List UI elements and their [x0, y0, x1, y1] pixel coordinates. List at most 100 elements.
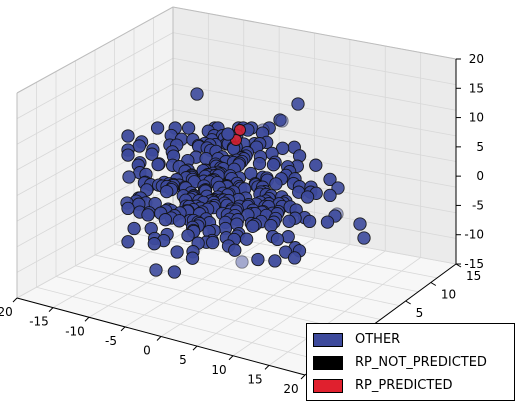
side-grid-line: [172, 83, 457, 137]
x-tick-label: 15: [247, 372, 262, 386]
y-tick: [405, 300, 411, 305]
data-point-other: [190, 87, 204, 101]
back-grid-line: [16, 83, 174, 171]
x-tick: [48, 307, 54, 312]
x-tick: [228, 355, 234, 361]
x-tick: [300, 374, 306, 380]
data-point-other: [300, 190, 315, 204]
data-point-other: [167, 265, 182, 279]
x-tick-label: 10: [211, 363, 226, 377]
data-point-other: [147, 237, 161, 251]
x-tick: [192, 345, 198, 351]
x-tick: [120, 326, 126, 332]
x-tick-label: 5: [179, 353, 187, 367]
data-point-other: [132, 139, 146, 153]
data-point-other: [181, 228, 195, 243]
data-point-other: [268, 254, 282, 268]
z-tick-label: 10: [469, 111, 484, 125]
data-point-other: [158, 213, 173, 227]
back-grid-line: [16, 109, 174, 196]
x-tick-label: -15: [29, 315, 49, 329]
legend-swatch-rp-not-predicted: [313, 355, 343, 370]
x-tick: [84, 316, 90, 322]
data-point-other: [320, 215, 335, 229]
z-tick-label: 0: [476, 169, 484, 183]
z-tick-label: -10: [464, 228, 484, 242]
x-tick-label: 20: [283, 382, 298, 396]
z-tick-label: 15: [469, 81, 484, 95]
side-grid-line: [172, 109, 457, 162]
floor-grid-line: [268, 257, 421, 366]
floor-grid-line: [114, 243, 400, 307]
data-point-other: [302, 214, 317, 229]
data-point-other: [122, 170, 136, 184]
side-grid-line: [172, 32, 457, 86]
back-grid-line: [16, 32, 174, 119]
z-tick-label: -15: [464, 257, 484, 271]
x-tick-label: -20: [0, 305, 13, 319]
data-point-other: [353, 217, 367, 231]
data-point-other: [291, 97, 305, 111]
data-point-other: [181, 121, 196, 135]
data-point-other: [141, 208, 155, 222]
data-point-other: [170, 245, 184, 259]
data-point-other: [239, 232, 254, 246]
legend-swatch-rp-predicted: [313, 378, 343, 393]
z-tick-label: -5: [472, 198, 484, 212]
data-point-other: [151, 157, 165, 172]
data-point-other: [127, 221, 141, 236]
legend-item-rp-not-predicted: RP_NOT_PREDICTED: [313, 351, 508, 374]
data-point-other: [275, 114, 289, 128]
data-point-other: [121, 148, 135, 162]
data-point-other: [121, 235, 135, 249]
y-tick-label: 15: [466, 269, 481, 283]
legend-swatch-other: [313, 332, 343, 347]
data-point-other: [309, 158, 323, 172]
legend: OTHER RP_NOT_PREDICTED RP_PREDICTED: [306, 323, 515, 401]
data-point-other: [287, 251, 302, 265]
data-point-other: [323, 172, 337, 187]
data-point-other: [149, 263, 163, 277]
back-grid-line: [16, 57, 174, 145]
z-tick-label: 20: [469, 52, 484, 66]
x-tick: [264, 365, 270, 370]
data-point-other: [235, 255, 249, 269]
x-tick: [156, 336, 162, 341]
data-point-other: [357, 231, 371, 245]
x-tick: [12, 297, 18, 303]
x-tick-label: -10: [65, 324, 85, 338]
data-point-other: [246, 219, 260, 233]
legend-label-rp-not-predicted: RP_NOT_PREDICTED: [355, 355, 487, 370]
data-point-other: [160, 184, 174, 199]
data-point-other: [251, 252, 265, 267]
data-point-other: [275, 141, 290, 155]
data-point-other: [206, 235, 220, 250]
floor-grid-line: [196, 244, 351, 347]
legend-label-other: OTHER: [355, 332, 401, 347]
data-point-other: [121, 201, 135, 216]
data-point-other: [145, 147, 159, 161]
data-point-other: [150, 121, 165, 135]
side-grid-line: [172, 57, 457, 111]
data-point-other: [121, 129, 135, 143]
data-point-other: [228, 243, 242, 257]
data-point-other: [264, 218, 278, 233]
data-point-other: [266, 158, 281, 172]
y-tick-label: 10: [441, 288, 456, 302]
data-point-other: [221, 127, 235, 141]
data-point-rp-predicted: [234, 124, 246, 136]
data-point-other: [172, 214, 187, 228]
data-point-other: [282, 214, 296, 228]
legend-item-other: OTHER: [313, 328, 508, 351]
data-point-other: [252, 156, 267, 171]
data-point-other: [185, 251, 200, 265]
x-tick-label: 0: [143, 344, 151, 358]
legend-item-rp-predicted: RP_PREDICTED: [313, 374, 508, 397]
y-tick-label: 5: [416, 306, 424, 320]
floor-grid-line: [94, 254, 381, 320]
x-tick-label: -5: [105, 334, 117, 348]
data-point-other: [273, 113, 287, 127]
data-point-other: [323, 188, 337, 203]
z-tick-label: 5: [476, 140, 484, 154]
